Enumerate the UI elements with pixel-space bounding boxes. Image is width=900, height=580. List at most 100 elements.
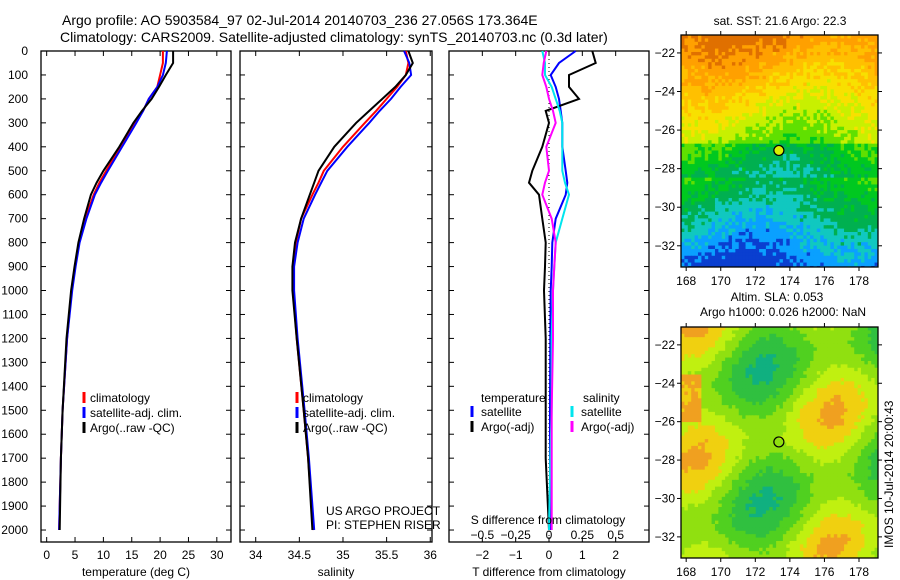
map-cell: [867, 45, 872, 50]
map-cell: [786, 65, 791, 70]
map-cell: [681, 150, 685, 155]
map-cell: [765, 262, 770, 267]
map-cell: [728, 327, 733, 331]
map-cell: [735, 164, 740, 168]
map-cell: [793, 357, 797, 362]
map-cell: [681, 164, 685, 168]
map-cell: [837, 102, 842, 107]
y-tick-label: 0: [21, 44, 28, 58]
map-cell: [782, 198, 787, 202]
map-cell: [830, 102, 835, 107]
map-cell: [748, 48, 753, 53]
map-cell: [864, 99, 869, 104]
map-cell: [748, 160, 753, 165]
map-cell: [850, 35, 855, 39]
map-cell: [776, 160, 780, 165]
map-cell: [871, 133, 876, 138]
map-cell: [759, 208, 764, 213]
map-cell: [714, 133, 719, 138]
map-cell: [874, 119, 879, 124]
map-cell: [823, 123, 828, 128]
map-cell: [704, 85, 709, 90]
map-cell: [796, 228, 801, 233]
map-cell: [745, 45, 750, 50]
map-cell: [759, 330, 764, 335]
map-cell: [840, 225, 845, 230]
map-cell: [776, 252, 780, 257]
map-cell: [708, 337, 713, 342]
map-cell: [789, 194, 794, 199]
map-cell: [728, 96, 733, 101]
map-cell: [684, 147, 689, 151]
map-cell: [874, 79, 879, 84]
map-cell: [759, 113, 764, 118]
map-cell: [711, 340, 716, 345]
map-cell: [769, 167, 774, 172]
map-cell: [704, 68, 709, 73]
map-cell: [820, 113, 825, 118]
map-cell: [823, 72, 828, 77]
map-cell: [752, 68, 757, 73]
map-cell: [796, 62, 801, 67]
map-cell: [813, 360, 818, 365]
map-cell: [803, 96, 808, 101]
map-cell: [847, 242, 852, 247]
map-cell: [762, 143, 767, 148]
map-cell: [738, 58, 743, 63]
map-cell: [718, 109, 723, 114]
map-cell: [772, 232, 777, 236]
map-cell: [827, 126, 831, 131]
lat-tick-label: −24: [655, 85, 676, 99]
map-cell: [742, 92, 747, 97]
map-cell: [691, 123, 696, 128]
map-cell: [769, 136, 774, 141]
map-cell: [721, 221, 726, 226]
map-cell: [745, 235, 750, 240]
map-cell: [793, 133, 797, 138]
map-cell: [823, 208, 828, 213]
map-cell: [684, 62, 689, 67]
map-cell: [694, 85, 699, 90]
map-cell: [762, 184, 767, 189]
x-axis-label: salinity: [318, 565, 355, 579]
map-cell: [755, 51, 760, 56]
map-cell: [725, 136, 730, 141]
map-cell: [850, 99, 855, 104]
map-cell: [816, 340, 821, 345]
map-cell: [850, 153, 855, 158]
map-cell: [871, 99, 876, 104]
map-cell: [762, 177, 767, 182]
map-cell: [782, 157, 787, 162]
map-cell: [816, 72, 821, 77]
map-cell: [820, 364, 825, 369]
map-cell: [714, 330, 719, 335]
map-cell: [854, 248, 859, 253]
map-cell: [691, 89, 696, 94]
map-cell: [833, 343, 838, 348]
map-cell: [694, 130, 699, 134]
map-cell: [704, 48, 709, 53]
map-cell: [708, 41, 713, 46]
x-tick-label: −2: [475, 548, 489, 562]
map-cell: [714, 51, 719, 56]
map-cell: [759, 62, 764, 67]
map-cell: [759, 191, 764, 196]
map-cell: [735, 62, 740, 67]
map-cell: [701, 164, 706, 168]
map-cell: [687, 68, 692, 73]
map-cell: [844, 123, 848, 128]
map-cell: [837, 262, 842, 267]
map-cell: [857, 357, 862, 362]
map-cell: [844, 340, 848, 345]
map-cell: [827, 133, 831, 138]
map-cell: [694, 360, 699, 365]
map-cell: [830, 343, 835, 348]
map-cell: [840, 343, 845, 348]
map-cell: [837, 330, 842, 335]
map-cell: [772, 51, 777, 56]
map-cell: [779, 360, 784, 365]
map-cell: [810, 147, 814, 151]
map-cell: [847, 164, 852, 168]
map-cell: [769, 65, 774, 70]
map-cell: [820, 259, 825, 264]
